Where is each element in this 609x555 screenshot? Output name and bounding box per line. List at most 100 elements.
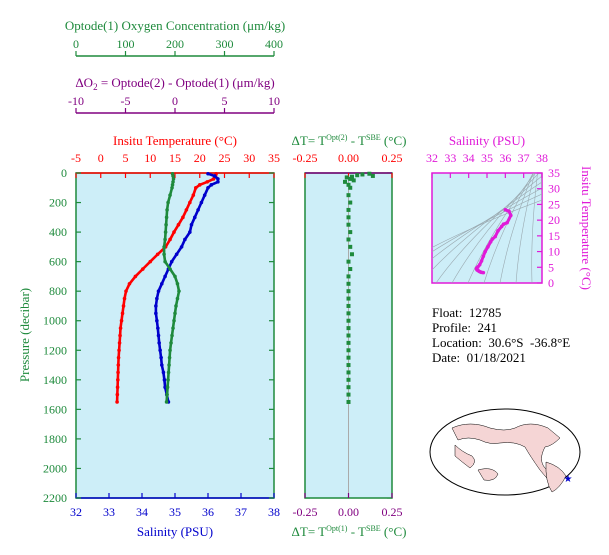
ts-point [499, 224, 504, 229]
salinity-tick-label: 36 [202, 505, 214, 519]
profile-point-1 [156, 333, 161, 338]
float-location: Location: 30.6°S -36.8°E [432, 335, 571, 350]
profile-point-2 [169, 341, 173, 345]
ts-density-contour [432, 199, 542, 248]
dt-point [346, 274, 351, 279]
dt-bottom-tick-label: 0.00 [338, 505, 359, 519]
ts-temperature-tick-label: 0 [548, 276, 554, 290]
profile-point-0 [205, 180, 209, 184]
dt-point [346, 215, 351, 220]
profile-point-0 [133, 274, 138, 279]
dt-point [346, 340, 351, 345]
profile-point-2 [175, 281, 180, 286]
ts-temperature-tick-label: 30 [548, 182, 560, 196]
ts-point [493, 234, 498, 239]
profile-point-0 [148, 259, 153, 264]
temperature-tick-label: 0 [98, 151, 104, 165]
profile-point-0 [121, 304, 126, 308]
ts-point [481, 270, 486, 275]
profile-point-1 [212, 174, 217, 178]
salinity-tick-label: 37 [235, 505, 247, 519]
oxygen-tick-label: 300 [216, 37, 234, 51]
profile-point-2 [163, 237, 167, 242]
dt-point [346, 377, 351, 382]
ts-point [479, 259, 484, 263]
ts-point [488, 240, 493, 244]
profile-point-1 [155, 318, 159, 323]
ts-point [490, 237, 495, 241]
ts-salinity-tick-label: 37 [518, 151, 530, 165]
profile-point-1 [216, 180, 220, 184]
ts-point [496, 229, 500, 233]
profile-point-0 [127, 281, 132, 286]
profile-point-2 [170, 333, 174, 338]
ts-point [509, 213, 513, 218]
dt-point [346, 385, 351, 390]
profile-point-1 [160, 363, 164, 367]
dt-bottom-tick-label: 0.25 [382, 505, 403, 519]
dt-point [349, 252, 354, 257]
pressure-tick-label: 600 [49, 255, 67, 269]
profile-point-2 [175, 296, 180, 301]
dt-bottom-tick-label: -0.25 [293, 505, 318, 519]
oxygen-tick-label: 100 [117, 37, 135, 51]
temperature-tick-label: 20 [194, 151, 206, 165]
profile-plot-area [75, 172, 275, 499]
ts-salinity-tick-label: 33 [444, 151, 456, 165]
profile-point-1 [161, 370, 166, 375]
ts-density-contour [432, 193, 542, 253]
profile-point-0 [116, 378, 120, 382]
temperature-tick-label: 35 [268, 151, 280, 165]
dt-point [348, 230, 353, 235]
dt-point [346, 289, 351, 294]
profile-point-0 [122, 296, 127, 301]
ts-salinity-title: Salinity (PSU) [449, 133, 525, 148]
profile-point-2 [165, 208, 169, 212]
profile-panel: Insitu Temperature (°C) -5 0 5 10 15 20 25 30 35… [17, 133, 392, 539]
delta-o2-axis-title: ΔO2 = Optode(2) - Optode(1) (μm/kg) [75, 75, 274, 92]
dt-point [346, 370, 351, 375]
profile-point-2 [165, 392, 169, 397]
dt-point [346, 182, 351, 187]
profile-point-2 [171, 174, 175, 178]
profile-point-0 [176, 222, 181, 227]
profile-point-2 [173, 311, 177, 316]
ts-density-contour [451, 173, 540, 283]
temperature-axis-title: Insitu Temperature (°C) [113, 133, 237, 148]
profile-number: Profile: 241 [432, 320, 497, 335]
profile-point-2 [168, 193, 172, 197]
dt-point [346, 363, 351, 368]
pressure-tick-label: 2000 [43, 461, 67, 475]
profile-point-2 [164, 400, 169, 404]
ts-temperature-tick-label: 15 [548, 229, 560, 243]
ts-density-contour [531, 173, 538, 283]
profile-point-2 [171, 177, 176, 181]
profile-point-2 [166, 378, 170, 382]
pressure-tick-label: 800 [49, 284, 67, 298]
profile-point-0 [116, 363, 121, 367]
profile-point-0 [115, 392, 120, 397]
profile-point-1 [160, 281, 164, 286]
profile-point-0 [188, 200, 192, 205]
dt-point [346, 355, 351, 360]
profile-point-1 [163, 274, 167, 279]
dt-point [346, 392, 351, 397]
world-map: ★ [429, 408, 581, 496]
profile-point-1 [193, 215, 197, 220]
delta-o2-tick-label: 10 [268, 94, 280, 108]
temperature-tick-label: 25 [219, 151, 231, 165]
temperature-tick-label: 15 [169, 151, 181, 165]
float-location-marker: ★ [564, 474, 573, 485]
dt-top-tick-label: -0.25 [293, 151, 318, 165]
ts-point [503, 207, 508, 212]
profile-point-2 [166, 370, 171, 375]
profile-point-0 [115, 385, 120, 390]
ts-salinity-tick-label: 36 [499, 151, 511, 165]
pressure-axis-title: Pressure (decibar) [17, 288, 32, 382]
ts-density-contour [499, 173, 534, 283]
pressure-tick-label: 2200 [43, 491, 67, 505]
profile-point-1 [154, 311, 158, 316]
profile-point-1 [174, 252, 179, 257]
oxygen-tick-label: 0 [73, 37, 79, 51]
